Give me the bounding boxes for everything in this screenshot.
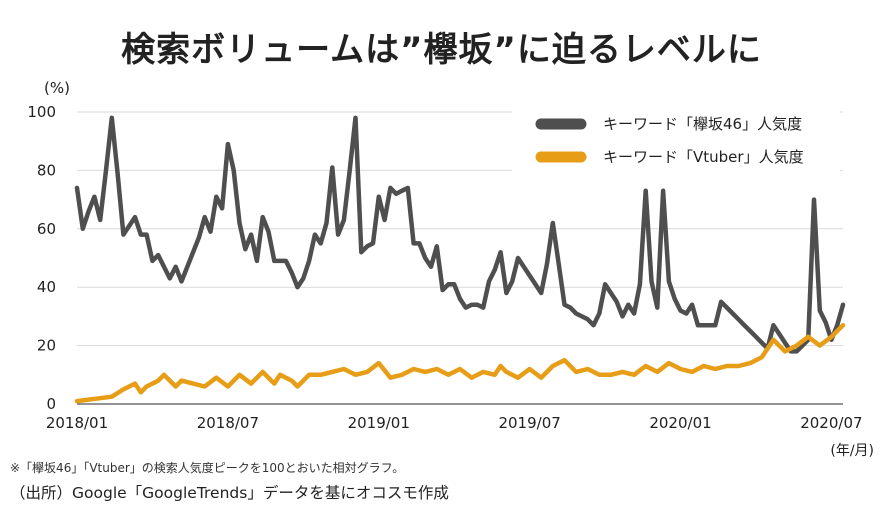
y-axis-label: (%) <box>44 79 70 97</box>
series-line-vtuber <box>74 322 846 404</box>
y-tick-label: 100 <box>27 103 56 121</box>
x-tick-label: 2018/07 <box>197 414 259 432</box>
legend-entry: キーワード「Vtuber」人気度 <box>603 148 804 166</box>
chart-title: 検索ボリュームは”欅坂”に迫るレベルに <box>121 30 762 70</box>
x-tick-label: 2018/01 <box>46 414 108 432</box>
y-tick-label: 60 <box>37 220 56 238</box>
chart-source: （出所）Google「GoogleTrends」データを基にオコスモ作成 <box>10 484 449 502</box>
x-tick-label: 2020/01 <box>649 414 711 432</box>
x-tick-label: 2019/07 <box>498 414 560 432</box>
series-line-keyakizaka46 <box>74 115 846 354</box>
x-tick-label: 2020/07 <box>800 414 862 432</box>
legend-box <box>512 105 840 177</box>
x-tick-label: 2019/01 <box>348 414 410 432</box>
legend-entry: キーワード「欅坂46」人気度 <box>603 115 802 133</box>
y-tick-label: 0 <box>46 395 56 413</box>
y-tick-label: 20 <box>37 337 56 355</box>
y-tick-label: 80 <box>37 161 56 179</box>
chart-note: ※「欅坂46」「Vtuber」の検索人気度ピークを100とおいた相対グラフ。 <box>10 461 405 475</box>
y-tick-label: 40 <box>37 278 56 296</box>
x-axis-unit-label: (年/月) <box>830 443 874 459</box>
